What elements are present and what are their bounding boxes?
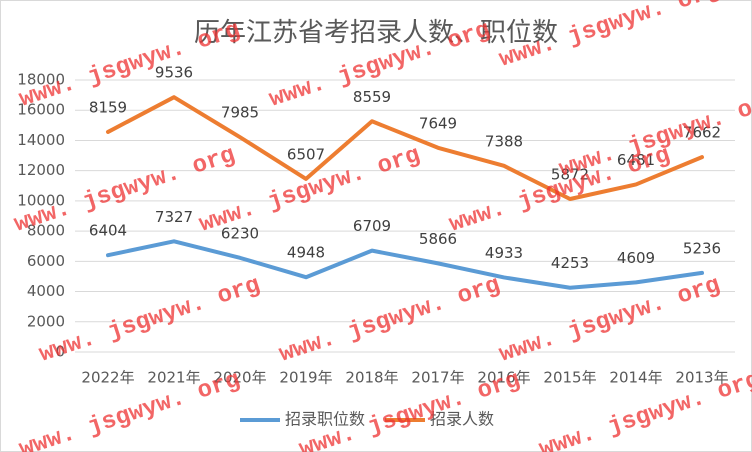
chart-title: 历年江苏省考招录人数、职位数 (194, 18, 558, 48)
data-label: 4933 (485, 244, 523, 262)
y-tick-label: 0 (55, 343, 65, 361)
y-tick-label: 8000 (27, 222, 65, 240)
legend-label: 招录人数 (430, 410, 494, 429)
y-tick-label: 16000 (17, 101, 65, 119)
data-label: 7985 (221, 104, 259, 122)
data-label: 6507 (287, 145, 325, 163)
x-tick-label: 2021年 (147, 369, 200, 387)
data-label: 5866 (419, 230, 457, 248)
y-tick-label: 4000 (27, 282, 65, 300)
data-label: 4253 (551, 254, 589, 272)
x-tick-label: 2020年 (213, 369, 266, 387)
data-label: 8159 (89, 98, 127, 116)
x-tick-label: 2018年 (345, 369, 398, 387)
data-label: 4609 (617, 249, 655, 267)
data-label: 6481 (617, 151, 655, 169)
data-label: 6709 (353, 217, 391, 235)
y-tick-label: 12000 (17, 161, 65, 179)
data-label: 6404 (89, 222, 127, 240)
data-label: 8559 (353, 88, 391, 106)
y-tick-label: 10000 (17, 191, 65, 209)
data-label: 4948 (287, 244, 325, 262)
series-line (106, 239, 704, 290)
y-tick-label: 14000 (17, 131, 65, 149)
data-label: 7327 (155, 208, 193, 226)
x-tick-label: 2014年 (609, 369, 662, 387)
x-tick-label: 2013年 (675, 369, 728, 387)
series-line (106, 95, 704, 201)
x-tick-label: 2017年 (411, 369, 464, 387)
y-tick-label: 2000 (27, 312, 65, 330)
x-tick-label: 2015年 (543, 369, 596, 387)
data-label: 6230 (221, 224, 259, 242)
data-label: 7662 (683, 124, 721, 142)
x-tick-label: 2016年 (477, 369, 530, 387)
data-label: 7649 (419, 114, 457, 132)
y-tick-label: 18000 (17, 71, 65, 89)
data-label: 5872 (551, 166, 589, 184)
x-tick-label: 2019年 (279, 369, 332, 387)
data-label: 5236 (683, 239, 721, 257)
y-tick-label: 6000 (27, 252, 65, 270)
x-tick-label: 2022年 (81, 369, 134, 387)
legend-label: 招录职位数 (285, 410, 365, 429)
data-label: 9536 (155, 64, 193, 82)
data-label: 7388 (485, 132, 523, 150)
